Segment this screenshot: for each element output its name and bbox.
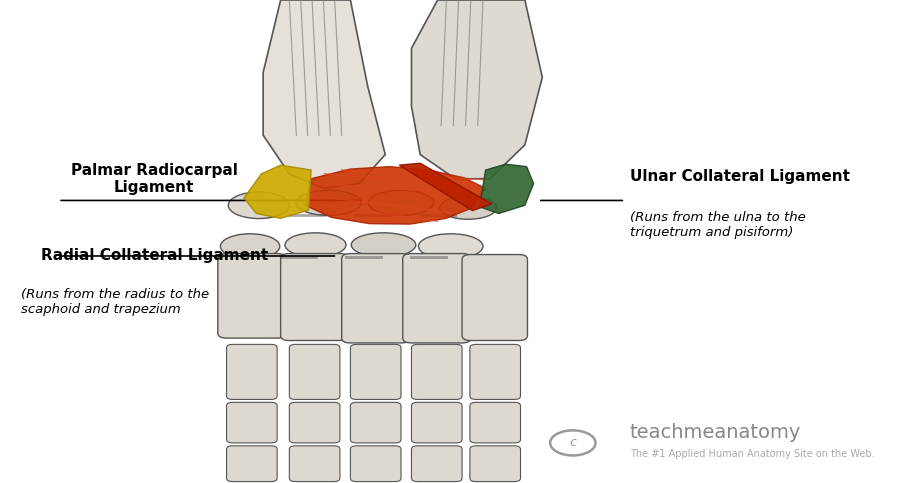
- FancyBboxPatch shape: [289, 446, 340, 482]
- FancyBboxPatch shape: [350, 344, 401, 399]
- Polygon shape: [412, 0, 542, 179]
- FancyBboxPatch shape: [412, 446, 462, 482]
- Ellipse shape: [418, 234, 483, 259]
- Polygon shape: [399, 163, 492, 211]
- FancyBboxPatch shape: [412, 402, 462, 443]
- Polygon shape: [480, 164, 534, 213]
- Ellipse shape: [285, 233, 346, 257]
- FancyBboxPatch shape: [412, 344, 462, 399]
- FancyBboxPatch shape: [342, 254, 410, 343]
- FancyBboxPatch shape: [226, 446, 278, 482]
- Text: Palmar Radiocarpal
Ligament: Palmar Radiocarpal Ligament: [71, 162, 238, 195]
- FancyBboxPatch shape: [350, 402, 401, 443]
- Ellipse shape: [221, 234, 279, 259]
- Ellipse shape: [296, 190, 361, 215]
- FancyBboxPatch shape: [470, 446, 520, 482]
- Polygon shape: [244, 165, 312, 218]
- Polygon shape: [305, 167, 485, 224]
- Text: Ulnar Collateral Ligament: Ulnar Collateral Ligament: [630, 169, 849, 184]
- Ellipse shape: [228, 192, 289, 218]
- Text: (Runs from the radius to the
scaphoid and trapezium: (Runs from the radius to the scaphoid an…: [21, 288, 209, 316]
- Ellipse shape: [440, 196, 496, 219]
- FancyBboxPatch shape: [226, 402, 278, 443]
- FancyBboxPatch shape: [226, 344, 278, 399]
- FancyBboxPatch shape: [289, 402, 340, 443]
- Polygon shape: [263, 0, 385, 188]
- FancyBboxPatch shape: [462, 255, 528, 341]
- FancyBboxPatch shape: [403, 254, 471, 343]
- FancyBboxPatch shape: [470, 344, 520, 399]
- Text: Radial Collateral Ligament: Radial Collateral Ligament: [40, 248, 267, 264]
- Text: c: c: [570, 437, 576, 449]
- FancyBboxPatch shape: [470, 402, 520, 443]
- FancyBboxPatch shape: [289, 344, 340, 399]
- FancyBboxPatch shape: [218, 254, 286, 338]
- Text: (Runs from the ulna to the
triquetrum and pisiform): (Runs from the ulna to the triquetrum an…: [630, 211, 805, 239]
- FancyBboxPatch shape: [280, 254, 348, 341]
- FancyBboxPatch shape: [350, 446, 401, 482]
- Ellipse shape: [351, 233, 415, 257]
- Ellipse shape: [369, 190, 434, 215]
- Text: The #1 Applied Human Anatomy Site on the Web.: The #1 Applied Human Anatomy Site on the…: [630, 449, 874, 459]
- Text: teachmeanatomy: teachmeanatomy: [630, 423, 801, 442]
